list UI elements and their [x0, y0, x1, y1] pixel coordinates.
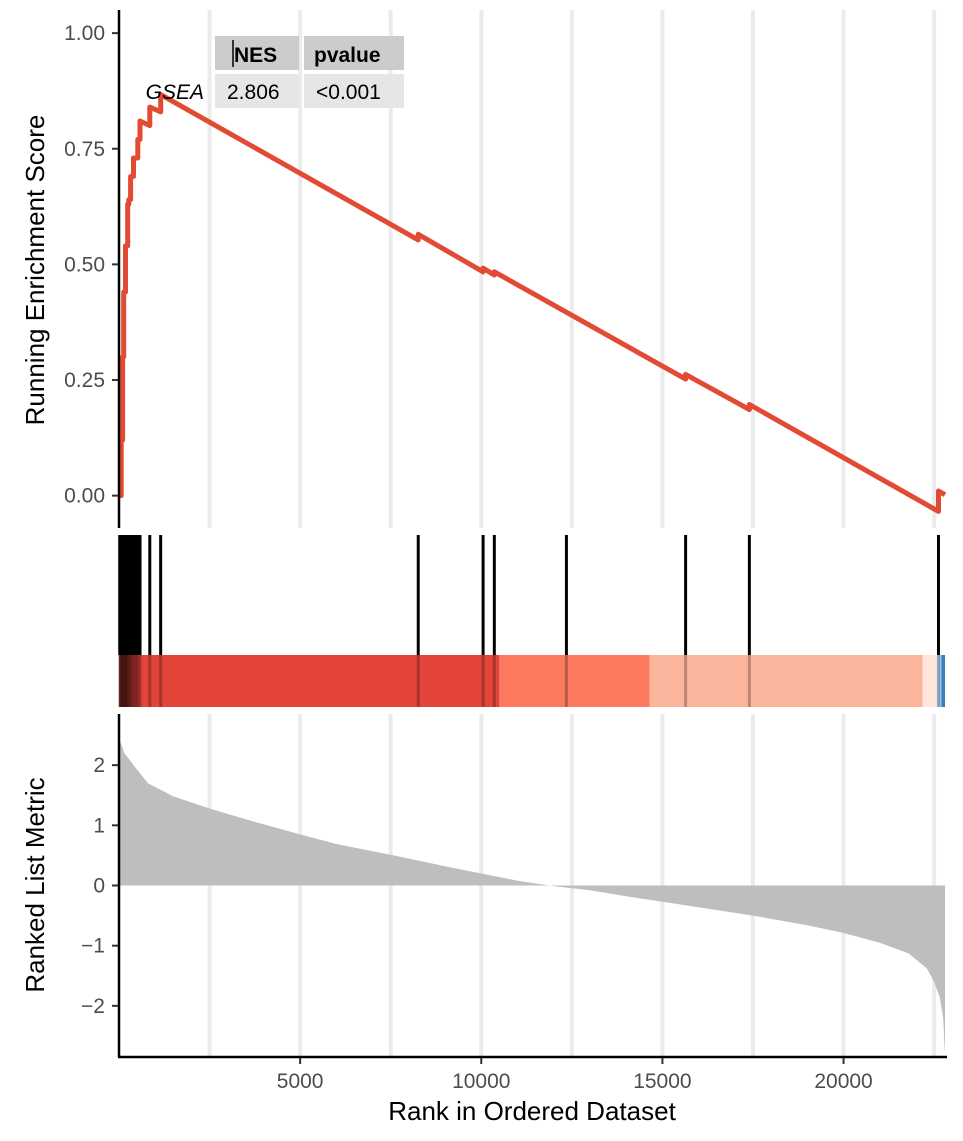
ranked-metric-panel: −2 −1 0 1 2 5000 10000 15000 20000 Ranked List … — [20, 714, 947, 1126]
x-axis-ticks: 5000 10000 15000 20000 — [277, 1057, 873, 1093]
enrichment-y-tick-label-4: 1.00 — [64, 22, 105, 45]
x-tick-label-1: 10000 — [452, 1070, 510, 1093]
ranked-metric-y-ticks: −2 −1 0 1 2 — [81, 754, 119, 1018]
table-value-pvalue-cell — [304, 74, 404, 108]
ranked-metric-y-tick-label-2: 0 — [93, 875, 105, 898]
rank-color-band-5 — [938, 655, 942, 707]
enrichment-y-axis-label: Running Enrichment Score — [20, 115, 50, 426]
ranked-metric-area — [119, 738, 945, 1051]
x-tick-label-0: 5000 — [277, 1070, 324, 1093]
table-header-nes-cell — [215, 36, 299, 70]
rank-color-band-1 — [499, 655, 650, 707]
rank-color-band-4 — [936, 655, 939, 707]
rank-color-band-3 — [922, 655, 937, 707]
enrichment-y-tick-label-2: 0.50 — [64, 253, 105, 276]
x-axis-label: Rank in Ordered Dataset — [388, 1096, 676, 1126]
rank-color-band-6 — [941, 655, 945, 707]
ranked-metric-y-axis-label: Ranked List Metric — [20, 777, 50, 992]
stats-table: NES pvalue GSEA 2.806 <0.001 — [146, 36, 404, 108]
table-header-pvalue-cell — [304, 36, 404, 70]
enrichment-y-tick-label-0: 0.00 — [64, 485, 105, 508]
ranked-metric-y-tick-label-1: −1 — [81, 935, 105, 958]
table-value-nes: 2.806 — [227, 81, 280, 104]
table-header-pvalue: pvalue — [314, 44, 381, 67]
hit-lines — [118, 535, 940, 707]
ranked-metric-y-tick-label-3: 1 — [93, 814, 105, 837]
rank-color-band-2 — [649, 655, 923, 707]
table-row-label: GSEA — [146, 81, 204, 104]
enrichment-panel: 0.00 0.25 0.50 0.75 1.00 Running Enrichment … — [20, 10, 947, 528]
enrichment-y-tick-label-3: 0.75 — [64, 138, 105, 161]
x-tick-label-3: 20000 — [814, 1070, 872, 1093]
ranked-metric-y-tick-label-4: 2 — [93, 754, 105, 777]
enrichment-y-tick-label-1: 0.25 — [64, 369, 105, 392]
hit-panel — [118, 535, 945, 707]
ranked-metric-y-tick-label-0: −2 — [81, 995, 105, 1018]
rank-color-bands — [119, 655, 945, 707]
x-tick-label-2: 15000 — [633, 1070, 691, 1093]
rank-color-band-0 — [119, 655, 500, 707]
enrichment-y-ticks: 0.00 0.25 0.50 0.75 1.00 — [64, 22, 119, 508]
table-value-pvalue: <0.001 — [316, 81, 381, 104]
enrichment-score-line — [118, 92, 947, 514]
table-header-nes: NES — [234, 44, 277, 67]
table-value-nes-cell — [215, 74, 299, 108]
